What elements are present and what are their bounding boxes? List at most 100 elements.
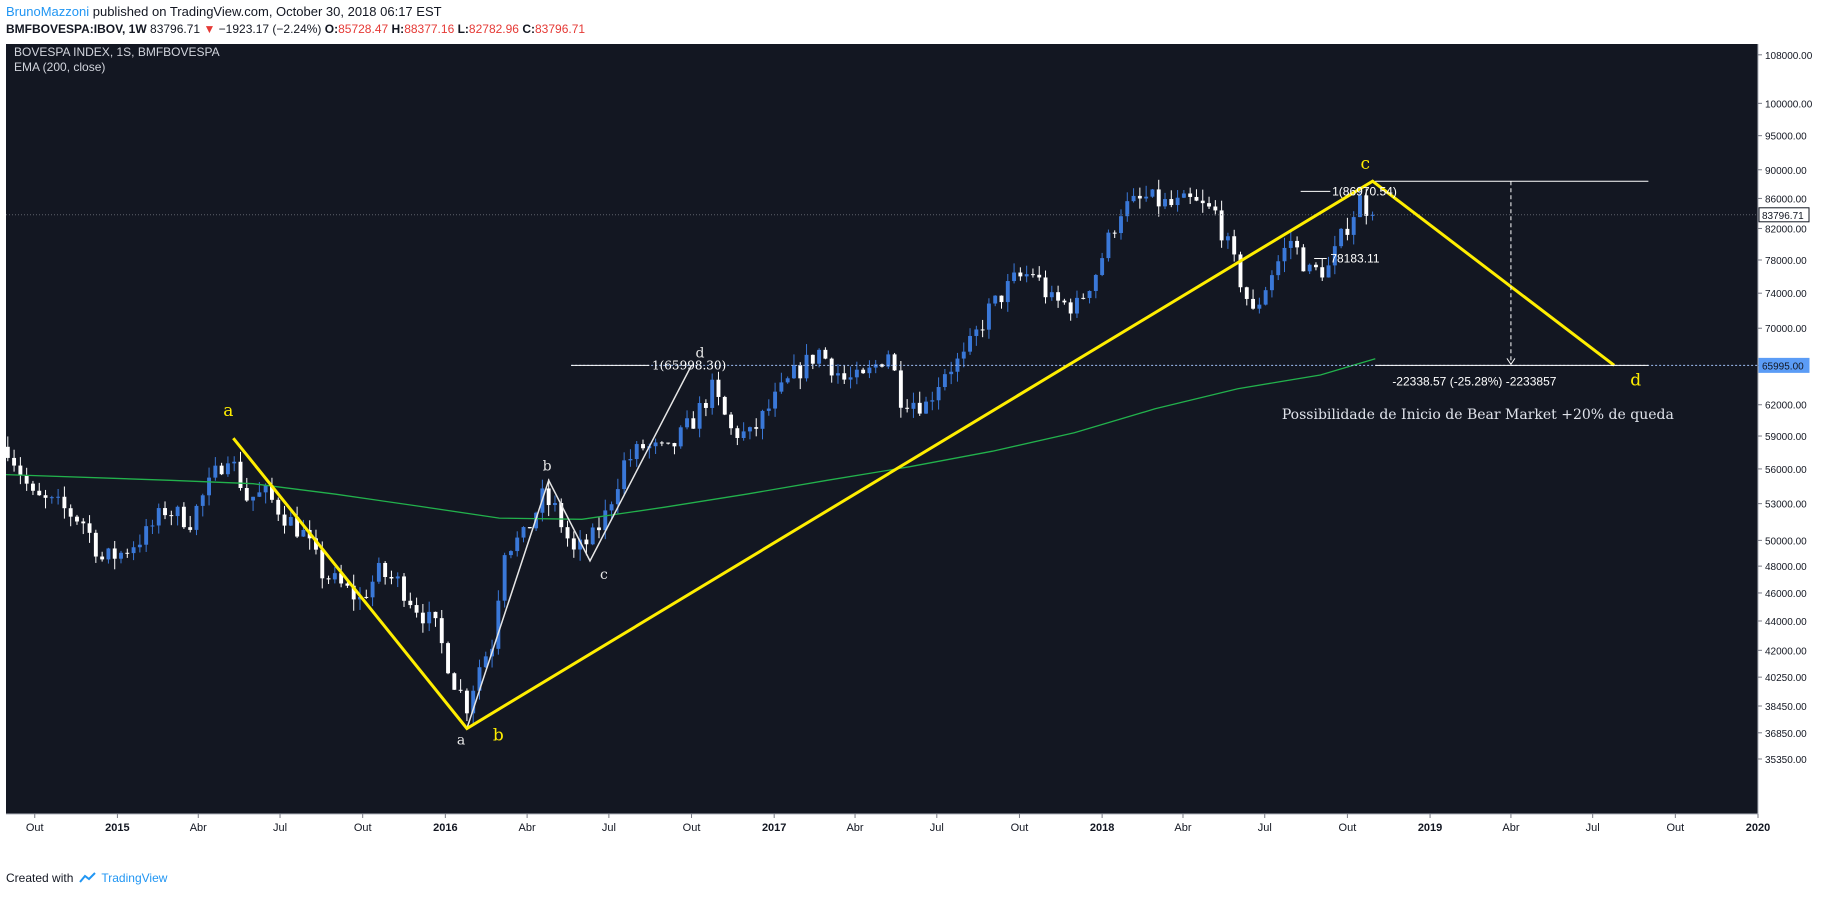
- y-tick-label: 38450.00: [1765, 702, 1807, 713]
- candle-body: [905, 407, 910, 409]
- candle-body: [666, 442, 671, 444]
- candle-body: [439, 618, 444, 644]
- candle-body: [1332, 246, 1337, 266]
- candle-body: [961, 351, 966, 359]
- candle-body: [1194, 196, 1199, 201]
- close-label: C:: [522, 22, 535, 36]
- candle-body: [1288, 240, 1293, 248]
- candle-body: [219, 465, 224, 475]
- candle-body: [766, 408, 771, 411]
- close-value: 83796.71: [535, 22, 586, 36]
- candle-body: [773, 391, 778, 409]
- candle-body: [1119, 216, 1123, 234]
- candle-body: [1276, 261, 1281, 276]
- price-axis[interactable]: 108000.00 100000.00 95000.00 90000.00 86000.…: [1758, 51, 1813, 766]
- candle-body: [842, 373, 847, 380]
- chart-container[interactable]: a b c d a b c d 1(65998.30) 1(86970.54) 78183.11 -2…: [5, 44, 1818, 844]
- x-tick-label: Out: [354, 822, 372, 834]
- y-tick-label: 70000.00: [1765, 324, 1807, 335]
- candle-body: [597, 527, 601, 531]
- candle-body: [817, 349, 822, 364]
- candle-body: [546, 488, 551, 506]
- candle-body: [710, 379, 715, 408]
- candle-body: [188, 527, 193, 530]
- candle-body: [1326, 265, 1331, 278]
- candle-body: [1282, 247, 1287, 262]
- time-axis[interactable]: Out 2015 Abr Jul Out 2016 Abr Jul Out 2017 Abr Jul O…: [26, 814, 1770, 834]
- ohlc-line: BMFBOVESPA:IBOV, 1W 83796.71 ▼ −1923.17 …: [6, 21, 585, 37]
- candle-body: [1093, 274, 1098, 291]
- candle-body: [634, 444, 639, 460]
- price-axis-background: [1758, 44, 1818, 844]
- candle-body: [244, 488, 249, 501]
- candle-body: [1257, 304, 1262, 309]
- y-tick-label: 56000.00: [1765, 465, 1807, 476]
- ema-series: [5, 358, 1376, 520]
- candle-body: [942, 374, 947, 388]
- candle-body: [31, 483, 35, 491]
- candle-body: [1307, 264, 1312, 272]
- candle-body: [603, 510, 608, 531]
- publish-header: BrunoMazzoni published on TradingView.co…: [6, 4, 585, 37]
- candle-body: [1169, 199, 1174, 206]
- candle-body: [49, 497, 54, 499]
- price-chart[interactable]: abcdabcd1(65998.30)1(86970.54)78183.11-2…: [5, 44, 1818, 844]
- candle-body: [747, 427, 752, 432]
- y-tick-label: 40250.00: [1765, 673, 1807, 684]
- candle-body: [464, 690, 469, 714]
- candle-body: [1213, 206, 1218, 211]
- candle-body: [1150, 189, 1155, 197]
- x-tick-label: Out: [1339, 822, 1357, 834]
- x-tick-label: Jul: [930, 822, 944, 834]
- retrace-level-label: 78183.11: [1330, 252, 1379, 266]
- candle-body: [452, 673, 457, 690]
- candle-body: [968, 335, 972, 352]
- candle-body: [553, 503, 557, 506]
- candle-body: [1163, 199, 1167, 207]
- y-tick-label: 50000.00: [1765, 536, 1807, 547]
- candle-body: [502, 555, 507, 601]
- candle-body: [395, 576, 400, 579]
- candle-body: [5, 446, 10, 458]
- candle-body: [1232, 236, 1237, 255]
- price-label: 65995.00: [1762, 361, 1804, 372]
- candle-body: [301, 529, 306, 537]
- x-tick-label: Out: [1011, 822, 1029, 834]
- candle-body: [615, 489, 620, 505]
- candle-body: [119, 552, 123, 559]
- candle-body: [358, 596, 362, 600]
- candle-body: [433, 611, 438, 619]
- candle-body: [137, 544, 142, 548]
- candle-body: [112, 548, 117, 559]
- tradingview-link[interactable]: TradingView: [79, 871, 167, 885]
- y-tick-label: 90000.00: [1765, 166, 1807, 177]
- candle-body: [1100, 258, 1105, 275]
- legend-title: BOVESPA INDEX, 1S, BMFBOVESPA: [14, 45, 220, 59]
- candle-body: [125, 552, 130, 554]
- candle-body: [999, 295, 1004, 303]
- x-tick-label: Jul: [1258, 822, 1272, 834]
- candle-body: [785, 378, 790, 383]
- candle-body: [471, 690, 476, 714]
- y-tick-label: 86000.00: [1765, 194, 1807, 205]
- candle-body: [1112, 232, 1117, 234]
- candle-body: [257, 492, 262, 497]
- candle-body: [703, 403, 708, 408]
- candle-body: [320, 549, 325, 579]
- y-tick-label: 53000.00: [1765, 500, 1807, 511]
- x-tick-label: Abr: [190, 822, 207, 834]
- candle-body: [326, 578, 331, 580]
- candle-body: [930, 400, 935, 402]
- author-link[interactable]: BrunoMazzoni: [6, 4, 90, 19]
- candle-body: [886, 354, 891, 367]
- candle-body: [917, 402, 922, 414]
- major-c-level-label: 1(86970.54): [1332, 184, 1397, 198]
- candle-body: [729, 414, 734, 429]
- candle-body: [527, 527, 532, 529]
- candle-body: [1087, 290, 1092, 298]
- candle-body: [1005, 281, 1010, 303]
- candle-body: [1295, 240, 1300, 248]
- candle-body: [383, 562, 388, 578]
- candle-body: [628, 459, 633, 461]
- candle-body: [1125, 201, 1130, 217]
